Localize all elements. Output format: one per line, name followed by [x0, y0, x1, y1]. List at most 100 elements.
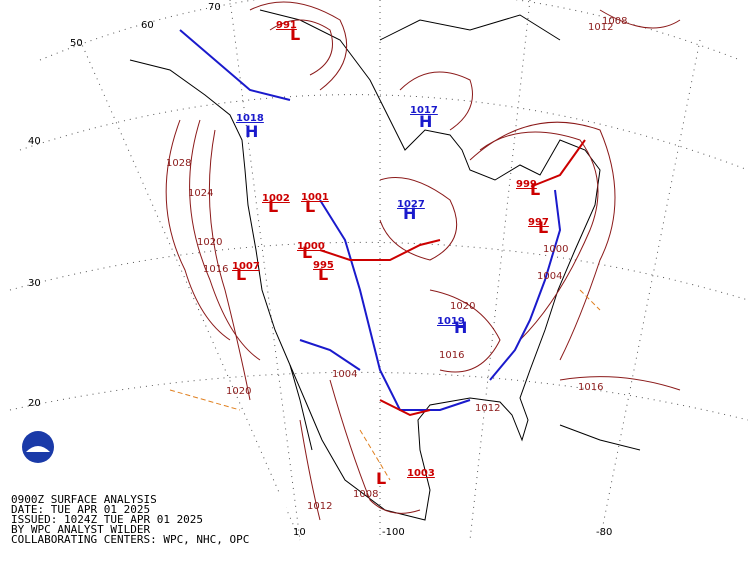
center-symbol: L	[530, 180, 540, 199]
longitude-line	[469, 0, 531, 541]
isobar	[329, 379, 421, 514]
warm-front	[534, 139, 586, 186]
caption: 0900Z SURFACE ANALYSIS DATE: TUE APR 01 …	[8, 492, 286, 546]
center-pressure: 1018	[236, 113, 264, 124]
isobar	[399, 71, 473, 131]
center-pressure: 1001	[301, 192, 329, 203]
coastline	[129, 9, 601, 521]
center-symbol: H	[245, 122, 258, 141]
cold-front	[319, 199, 471, 411]
isobar	[165, 119, 231, 341]
isobar-label: 1016	[439, 350, 464, 361]
isobar	[269, 19, 333, 76]
caption-box	[8, 492, 286, 546]
isobar-label: 1004	[332, 369, 357, 380]
coastline	[379, 14, 561, 41]
isobar	[189, 119, 261, 361]
warm-front	[319, 239, 441, 261]
isobar-labels: 1028 1024 1020 1016 1020 1008 1012 1012 …	[166, 16, 627, 512]
isobar-label: 1012	[588, 22, 613, 33]
latitude-label: 70	[208, 2, 221, 13]
center-symbol: H	[454, 318, 467, 337]
longitude-label: -100	[382, 527, 405, 538]
center-pressure: 1007	[232, 261, 260, 272]
noaa-logo	[22, 431, 54, 463]
center-pressure: 1002	[262, 193, 290, 204]
center-pressure: 1019	[437, 316, 465, 327]
cold-front	[489, 189, 562, 381]
center-symbol: L	[236, 265, 246, 284]
isobar-label: 1016	[578, 382, 603, 393]
center-symbol: L	[305, 197, 315, 216]
coastline	[289, 364, 313, 451]
isobar	[429, 289, 501, 373]
isobar	[249, 1, 348, 91]
isobar-label: 1016	[203, 264, 228, 275]
center-symbol: H	[403, 204, 416, 223]
isobar	[559, 376, 681, 391]
longitude-line	[599, 39, 701, 541]
center-pressure: 995	[313, 260, 334, 271]
latitude-label: 50	[70, 38, 83, 49]
isobar-label: 1020	[450, 301, 475, 312]
isobar	[379, 177, 458, 261]
latitude-line	[9, 241, 748, 301]
center-symbol: L	[538, 218, 548, 237]
cold-front	[179, 29, 291, 101]
caption-line: BY WPC ANALYST WILDER	[11, 523, 150, 536]
trough	[579, 289, 601, 311]
longitude-label: 10	[293, 527, 306, 538]
isobar	[599, 9, 681, 29]
center-pressure: 999	[516, 179, 537, 190]
caption-line: COLLABORATING CENTERS: WPC, NHC, OPC	[11, 533, 249, 546]
isobar	[208, 129, 251, 401]
center-pressure: 1017	[410, 105, 438, 116]
grid-labels: 50 40 30 20 60 70 10 -100 -80	[28, 2, 612, 538]
longitude-line	[229, 0, 301, 541]
isobar-label: 1020	[197, 237, 222, 248]
isobar-label: 1024	[188, 188, 213, 199]
center-pressure: 997	[528, 217, 549, 228]
isobar-label: 1004	[537, 271, 562, 282]
center-symbol: L	[376, 469, 386, 488]
center-symbol: L	[318, 265, 328, 284]
center-pressure: 1003	[407, 468, 435, 479]
latitude-label: 30	[28, 278, 41, 289]
isobar-label: 1012	[475, 403, 500, 414]
fronts	[169, 29, 601, 481]
isobar-label: 1000	[543, 244, 568, 255]
caption-line: 0900Z SURFACE ANALYSIS	[11, 493, 157, 506]
latitude-label: 60	[141, 20, 154, 31]
center-symbol: L	[302, 243, 312, 262]
isobar	[299, 419, 321, 521]
isobars	[165, 1, 681, 521]
isobar	[479, 131, 599, 341]
logo-bird	[26, 446, 50, 452]
trough	[169, 389, 241, 411]
cold-front	[299, 339, 361, 371]
isobar-label: 1028	[166, 158, 191, 169]
center-pressure: 1000	[297, 241, 325, 252]
center-pressure: 991	[276, 20, 297, 31]
isobar-label: 1008	[353, 489, 378, 500]
center-pressure: 1027	[397, 199, 425, 210]
lat-lon-grid	[9, 0, 748, 541]
isobar-label: 1020	[226, 386, 251, 397]
trough	[359, 429, 391, 481]
caption-line: ISSUED: 1024Z TUE APR 01 2025	[11, 513, 203, 526]
coastline	[559, 424, 641, 451]
warm-front	[379, 399, 431, 417]
latitude-label: 20	[28, 398, 41, 409]
isobar	[469, 121, 616, 361]
latitude-label: 40	[28, 136, 41, 147]
center-symbol: H	[419, 112, 432, 131]
coastlines	[129, 9, 641, 521]
center-symbol: L	[290, 25, 300, 44]
isobar-label: 1008	[602, 16, 627, 27]
pressure-centers: H 1018 H 1017 H 1027 H 1019 L 1002 L 100…	[232, 20, 549, 488]
longitude-label: -80	[596, 527, 612, 538]
isobar-label: 1012	[307, 501, 332, 512]
